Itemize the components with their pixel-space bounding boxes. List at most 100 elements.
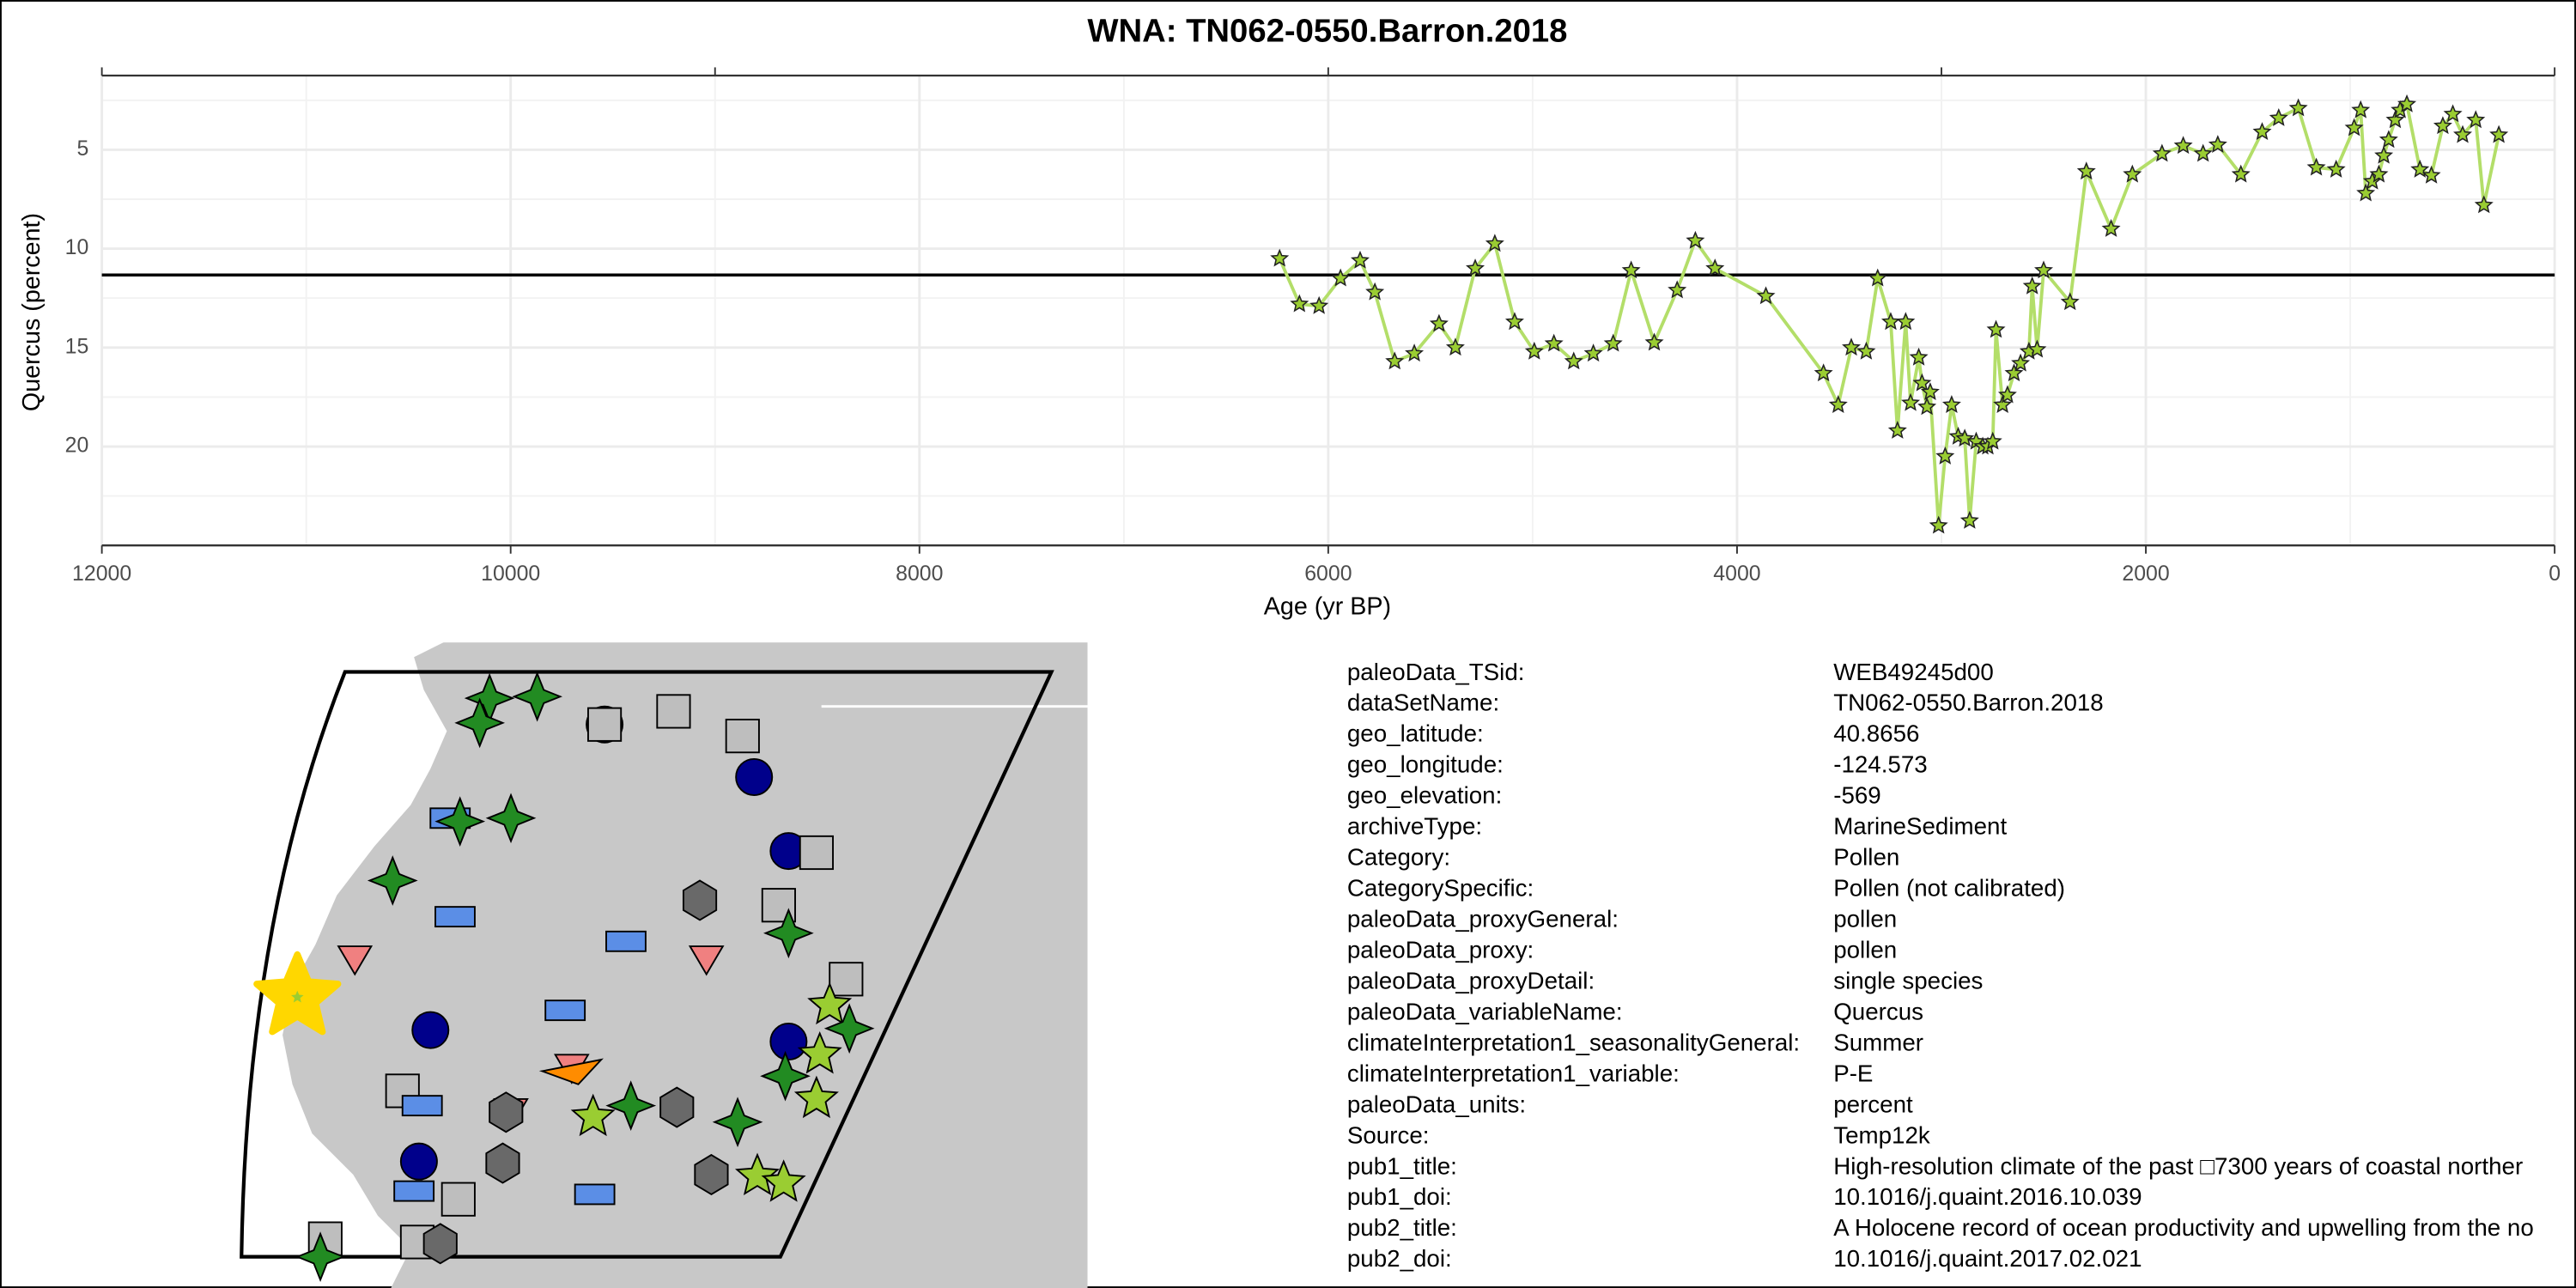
meta-value: TN062-0550.Barron.2018: [1833, 690, 2104, 716]
marker: [295, 1231, 346, 1283]
meta-value: -124.573: [1833, 751, 1928, 778]
meta-value: single species: [1833, 967, 1983, 993]
marker: [769, 1023, 808, 1061]
point: [2356, 183, 2376, 202]
marker: [440, 1182, 476, 1217]
marker: [799, 835, 834, 871]
point: [1583, 343, 1603, 362]
marker: [829, 962, 864, 997]
x-tick-label: 4000: [1713, 562, 1760, 586]
point: [1842, 337, 1862, 356]
marker: [712, 1097, 763, 1148]
point: [1828, 395, 1848, 413]
point: [1365, 282, 1385, 301]
point: [1997, 385, 2017, 404]
site-markers: [253, 671, 875, 1283]
point: [2379, 130, 2398, 149]
point: [1868, 268, 1887, 287]
marker: [735, 757, 774, 796]
point: [1290, 294, 1309, 313]
meta-key: pub2_doi:: [1347, 1245, 1452, 1272]
point: [1959, 510, 1979, 529]
marker: [399, 1142, 438, 1181]
point: [1504, 312, 1524, 331]
point: [1331, 268, 1351, 287]
plot-area: 12000 10000 8000 6000 4000 2000 0 5 10 15 20: [65, 67, 2561, 586]
point: [1544, 333, 1564, 352]
marker: [605, 1080, 657, 1131]
point: [1644, 332, 1664, 351]
point: [1466, 258, 1485, 277]
marker: [725, 719, 760, 754]
point: [2489, 125, 2509, 143]
marker: [574, 1183, 616, 1206]
current-site-center: [291, 990, 304, 1003]
point: [2022, 276, 2042, 295]
point: [2269, 107, 2288, 126]
point: [2034, 260, 2054, 279]
point: [1270, 248, 1290, 267]
point: [2173, 136, 2193, 155]
point: [1896, 312, 1916, 331]
meta-value: WEB49245d00: [1833, 659, 1994, 685]
meta-key: geo_longitude:: [1347, 751, 1504, 778]
y-tick-label: 15: [65, 334, 89, 358]
meta-key: pub1_title:: [1347, 1152, 1457, 1179]
marker: [659, 1086, 695, 1128]
meta-value: 10.1016/j.quaint.2016.10.039: [1833, 1183, 2142, 1210]
point: [1668, 280, 1687, 299]
marker: [538, 1058, 604, 1085]
point: [1485, 234, 1504, 252]
marker: [489, 1091, 524, 1133]
meta-value: pollen: [1833, 936, 1897, 963]
meta-key: paleoData_TSid:: [1347, 659, 1525, 685]
meta-value: Summer: [1833, 1029, 1923, 1055]
marker: [434, 796, 486, 847]
marker: [823, 1003, 875, 1054]
y-tick-label: 10: [65, 235, 89, 259]
meta-key: Category:: [1347, 844, 1450, 871]
marker: [688, 945, 725, 976]
point: [2101, 219, 2121, 237]
point: [2152, 143, 2172, 162]
point: [1887, 421, 1907, 439]
point: [2076, 161, 2096, 180]
point: [2344, 118, 2364, 137]
x-tick-label: 10000: [481, 562, 540, 586]
y-tick-label: 5: [76, 137, 88, 161]
point: [1445, 337, 1465, 356]
meta-key: paleoData_proxyGeneral:: [1347, 906, 1619, 933]
meta-key: pub2_title:: [1347, 1214, 1457, 1241]
y-axis-label: Quercus (percent): [18, 213, 46, 411]
point: [1920, 382, 1940, 401]
point: [1912, 373, 1932, 392]
marker: [682, 879, 718, 921]
point: [2433, 116, 2452, 135]
point: [1351, 250, 1370, 269]
point: [1941, 395, 1961, 413]
meta-key: geo_elevation:: [1347, 782, 1502, 809]
meta-value: 10.1016/j.quaint.2017.02.021: [1833, 1245, 2142, 1272]
meta-key: climateInterpretation1_variable:: [1347, 1060, 1680, 1086]
meta-value: P-E: [1833, 1060, 1873, 1086]
meta-key: pub1_doi:: [1347, 1183, 1452, 1210]
meta-value: High-resolution climate of the past □730…: [1833, 1152, 2523, 1179]
marker: [401, 1095, 443, 1117]
point: [2453, 125, 2473, 143]
marker: [586, 707, 623, 742]
meta-value: Pollen: [1833, 844, 1899, 871]
x-tick-label: 0: [2549, 562, 2561, 586]
marker: [793, 1075, 839, 1119]
point: [2443, 104, 2463, 123]
point: [1986, 319, 2006, 338]
point: [1983, 431, 2002, 450]
point: [2060, 292, 2080, 311]
point: [2193, 143, 2213, 162]
x-tick-label: 2000: [2122, 562, 2169, 586]
meta-key: CategorySpecific:: [1347, 875, 1534, 902]
point: [2208, 135, 2227, 153]
point: [2027, 339, 2047, 358]
meta-value: Temp12k: [1833, 1121, 1930, 1148]
point: [1603, 333, 1623, 352]
meta-key: paleoData_proxyDetail:: [1347, 967, 1595, 993]
